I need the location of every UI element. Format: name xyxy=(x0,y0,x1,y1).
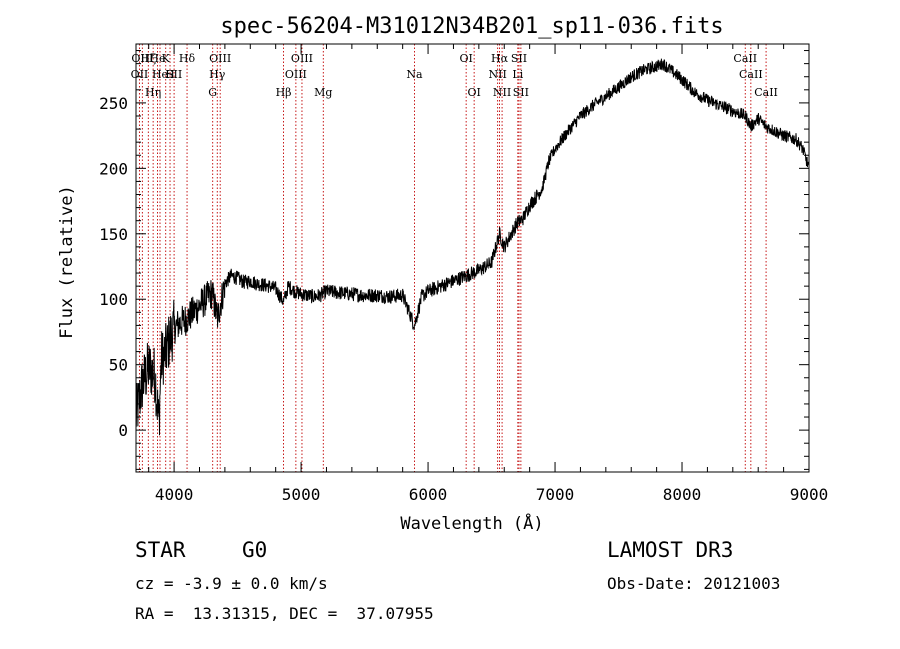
line-label-23: Li xyxy=(512,68,523,81)
y-axis-label: Flux (relative) xyxy=(57,185,77,339)
x-axis-ticks: 4000 5000 6000 7000 8000 9000 xyxy=(148,44,829,504)
spectral-line-labels: OIIOIIIHζHηHeHeKHSIIHδGHγOIIIHβOIIIOIIIM… xyxy=(131,52,778,99)
x-tick-label-9000: 9000 xyxy=(790,485,829,504)
line-label-24: SII xyxy=(511,52,527,65)
line-label-21: Hα xyxy=(491,52,509,65)
x-tick-label-4000: 4000 xyxy=(155,485,194,504)
line-label-18: OI xyxy=(459,52,472,65)
y-tick-label-150: 150 xyxy=(99,225,128,244)
y-tick-label-250: 250 xyxy=(99,94,128,113)
line-label-15: OIII xyxy=(291,52,313,65)
line-label-22: NII xyxy=(493,86,511,99)
spectral-line-markers xyxy=(138,44,767,472)
x-axis-label: Wavelength (Å) xyxy=(400,512,543,534)
x-tick-label-7000: 7000 xyxy=(536,485,575,504)
line-label-9: Hδ xyxy=(179,52,196,65)
line-label-13: Hβ xyxy=(276,86,292,99)
object-subclass: G0 xyxy=(242,538,268,562)
x-tick-label-8000: 8000 xyxy=(663,485,702,504)
y-axis-ticks: 0 50 100 150 200 250 xyxy=(99,50,809,470)
line-label-7: H xyxy=(165,68,175,81)
line-label-3: Hη xyxy=(145,86,161,99)
line-label-2: Hζ xyxy=(141,52,157,65)
line-label-17: Na xyxy=(406,68,423,81)
spectrum-line xyxy=(135,58,810,436)
line-label-12: OIII xyxy=(209,52,231,65)
ra-dec-coordinates: RA = 13.31315, DEC = 37.07955 xyxy=(135,604,434,623)
survey-name: LAMOST DR3 xyxy=(607,538,734,562)
x-tick-label-6000: 6000 xyxy=(409,485,448,504)
object-class: STAR xyxy=(135,538,186,562)
observation-date: Obs-Date: 20121003 xyxy=(607,574,781,593)
line-label-28: CaII xyxy=(754,86,778,99)
line-label-14: OIII xyxy=(285,68,307,81)
line-label-1: OIII xyxy=(131,52,153,65)
line-label-4: He xyxy=(149,52,165,65)
line-label-26: CaII xyxy=(733,52,757,65)
line-label-0: OII xyxy=(131,68,149,81)
y-tick-label-200: 200 xyxy=(99,159,128,178)
line-label-5: He xyxy=(152,68,168,81)
y-tick-label-100: 100 xyxy=(99,290,128,309)
redshift-velocity: cz = -3.9 ± 0.0 km/s xyxy=(135,574,328,593)
line-label-6: K xyxy=(162,52,171,65)
x-tick-label-5000: 5000 xyxy=(282,485,321,504)
plot-frame xyxy=(135,43,810,473)
line-label-25: SII xyxy=(513,86,529,99)
y-tick-label-50: 50 xyxy=(109,356,128,375)
line-label-16: Mg xyxy=(314,86,332,99)
line-label-8: SII xyxy=(166,68,182,81)
line-label-19: OI xyxy=(467,86,480,99)
line-label-20: NII xyxy=(488,68,506,81)
line-label-27: CaII xyxy=(739,68,763,81)
y-tick-label-0: 0 xyxy=(118,421,128,440)
line-label-11: Hγ xyxy=(209,68,226,81)
line-label-10: G xyxy=(208,86,217,99)
chart-title: spec-56204-M31012N34B201_sp11-036.fits xyxy=(220,14,723,39)
